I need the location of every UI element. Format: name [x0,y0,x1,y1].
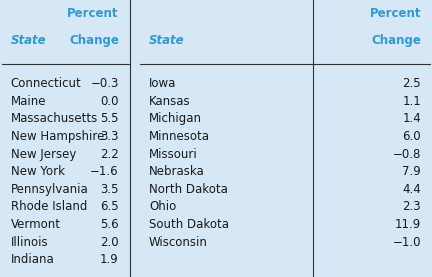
Text: 3.3: 3.3 [100,130,119,143]
Text: Illinois: Illinois [11,236,48,249]
Text: 6.0: 6.0 [403,130,421,143]
Text: Change: Change [69,34,119,47]
Text: State: State [149,34,184,47]
Text: −0.8: −0.8 [393,148,421,161]
Text: 2.0: 2.0 [100,236,119,249]
Text: Michigan: Michigan [149,112,202,125]
Text: Percent: Percent [370,7,421,20]
Text: −0.3: −0.3 [90,77,119,90]
Text: Massachusetts: Massachusetts [11,112,98,125]
Text: 1.9: 1.9 [100,253,119,266]
Text: Minnesota: Minnesota [149,130,210,143]
Text: Ohio: Ohio [149,201,176,214]
Text: Wisconsin: Wisconsin [149,236,208,249]
Text: 6.5: 6.5 [100,201,119,214]
Text: State: State [11,34,46,47]
Text: 4.4: 4.4 [403,183,421,196]
Text: 5.6: 5.6 [100,218,119,231]
Text: 2.5: 2.5 [403,77,421,90]
Text: Nebraska: Nebraska [149,165,205,178]
Text: Percent: Percent [67,7,119,20]
Text: North Dakota: North Dakota [149,183,228,196]
Text: 1.4: 1.4 [403,112,421,125]
Text: Missouri: Missouri [149,148,198,161]
Text: 3.5: 3.5 [100,183,119,196]
Text: −1.6: −1.6 [90,165,119,178]
Text: Kansas: Kansas [149,95,191,108]
Text: Change: Change [372,34,421,47]
Text: 7.9: 7.9 [403,165,421,178]
Text: Indiana: Indiana [11,253,54,266]
Text: Pennsylvania: Pennsylvania [11,183,89,196]
Text: 2.3: 2.3 [403,201,421,214]
Text: 2.2: 2.2 [100,148,119,161]
Text: Rhode Island: Rhode Island [11,201,87,214]
Text: New York: New York [11,165,65,178]
Text: Maine: Maine [11,95,46,108]
Text: Vermont: Vermont [11,218,61,231]
Text: 0.0: 0.0 [100,95,119,108]
Text: −1.0: −1.0 [393,236,421,249]
Text: South Dakota: South Dakota [149,218,229,231]
Text: New Hampshire: New Hampshire [11,130,104,143]
Text: 1.1: 1.1 [403,95,421,108]
Text: 5.5: 5.5 [100,112,119,125]
Text: Connecticut: Connecticut [11,77,82,90]
Text: New Jersey: New Jersey [11,148,76,161]
Text: 11.9: 11.9 [395,218,421,231]
Text: Iowa: Iowa [149,77,176,90]
